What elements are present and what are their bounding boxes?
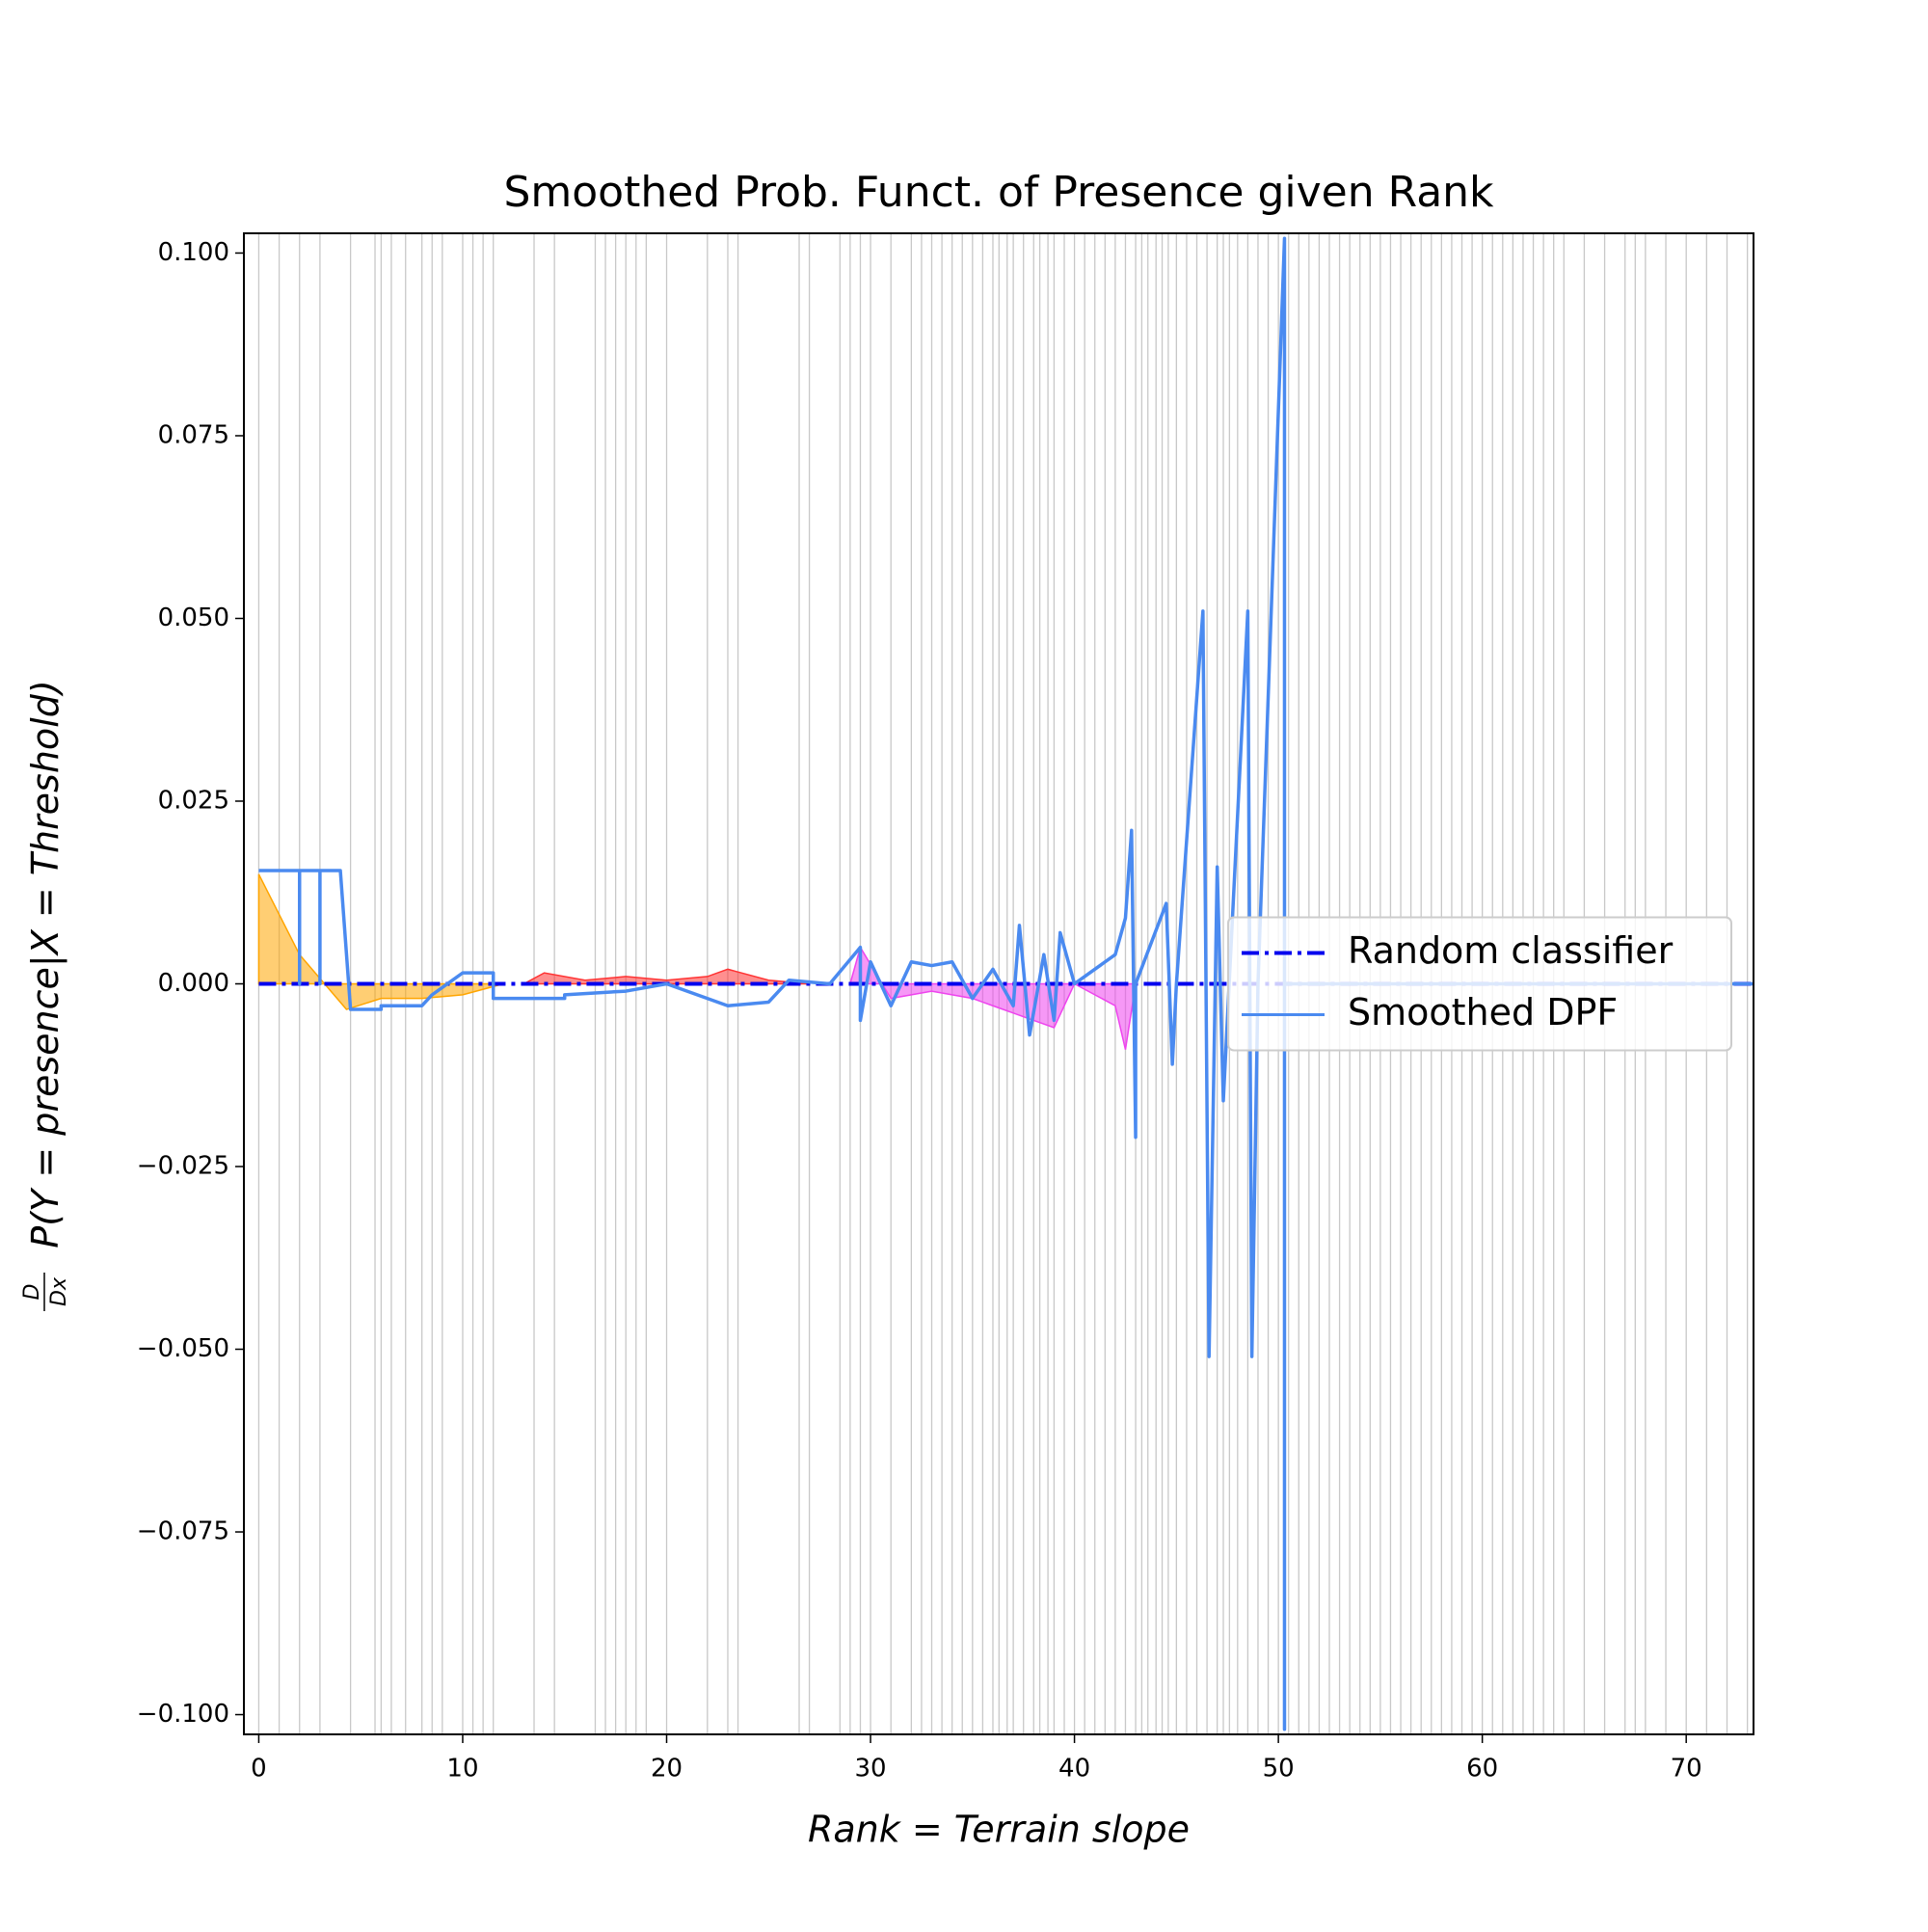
y-tick-label: −0.075 [137, 1517, 229, 1546]
legend: Random classifier Smoothed DPF [1227, 916, 1732, 1052]
y-tick-label: 0.025 [158, 786, 229, 815]
plot-area [257, 233, 1754, 1734]
fill-area [257, 873, 504, 1010]
legend-label: Random classifier [1348, 929, 1674, 972]
x-tick-label: 10 [446, 1755, 478, 1784]
y-axis-label-group: D Dx P(Y = presence|X = Threshold) [20, 680, 71, 1311]
y-label-denominator: Dx [47, 1276, 71, 1306]
x-tick-label: 60 [1466, 1755, 1498, 1784]
y-tick-label: 0.100 [158, 238, 229, 267]
legend-label: Smoothed DPF [1348, 991, 1618, 1033]
y-tick-label: −0.025 [137, 1152, 229, 1181]
x-axis-label: Rank = Terrain slope [808, 1809, 1190, 1851]
series-line [258, 236, 1754, 1731]
y-tick-label: 0.075 [158, 420, 229, 449]
y-tick-label: −0.100 [137, 1700, 229, 1729]
y-axis-label: P(Y = presence|X = Threshold) [24, 680, 67, 1248]
x-tick-label: 0 [251, 1755, 267, 1784]
y-tick-label: −0.050 [137, 1334, 229, 1363]
x-tick-label: 30 [855, 1755, 887, 1784]
y-label-numerator: D [20, 1284, 44, 1301]
x-tick-label: 20 [651, 1755, 683, 1784]
x-tick-label: 70 [1671, 1755, 1702, 1784]
chart-title: Smoothed Prob. Funct. of Presence given … [503, 168, 1494, 217]
legend-box [1227, 916, 1732, 1052]
x-tick-label: 40 [1058, 1755, 1090, 1784]
x-tick-label: 50 [1263, 1755, 1295, 1784]
y-tick-label: 0.050 [158, 604, 229, 632]
fill-area [848, 945, 1137, 1050]
y-tick-label: 0.000 [158, 969, 229, 998]
